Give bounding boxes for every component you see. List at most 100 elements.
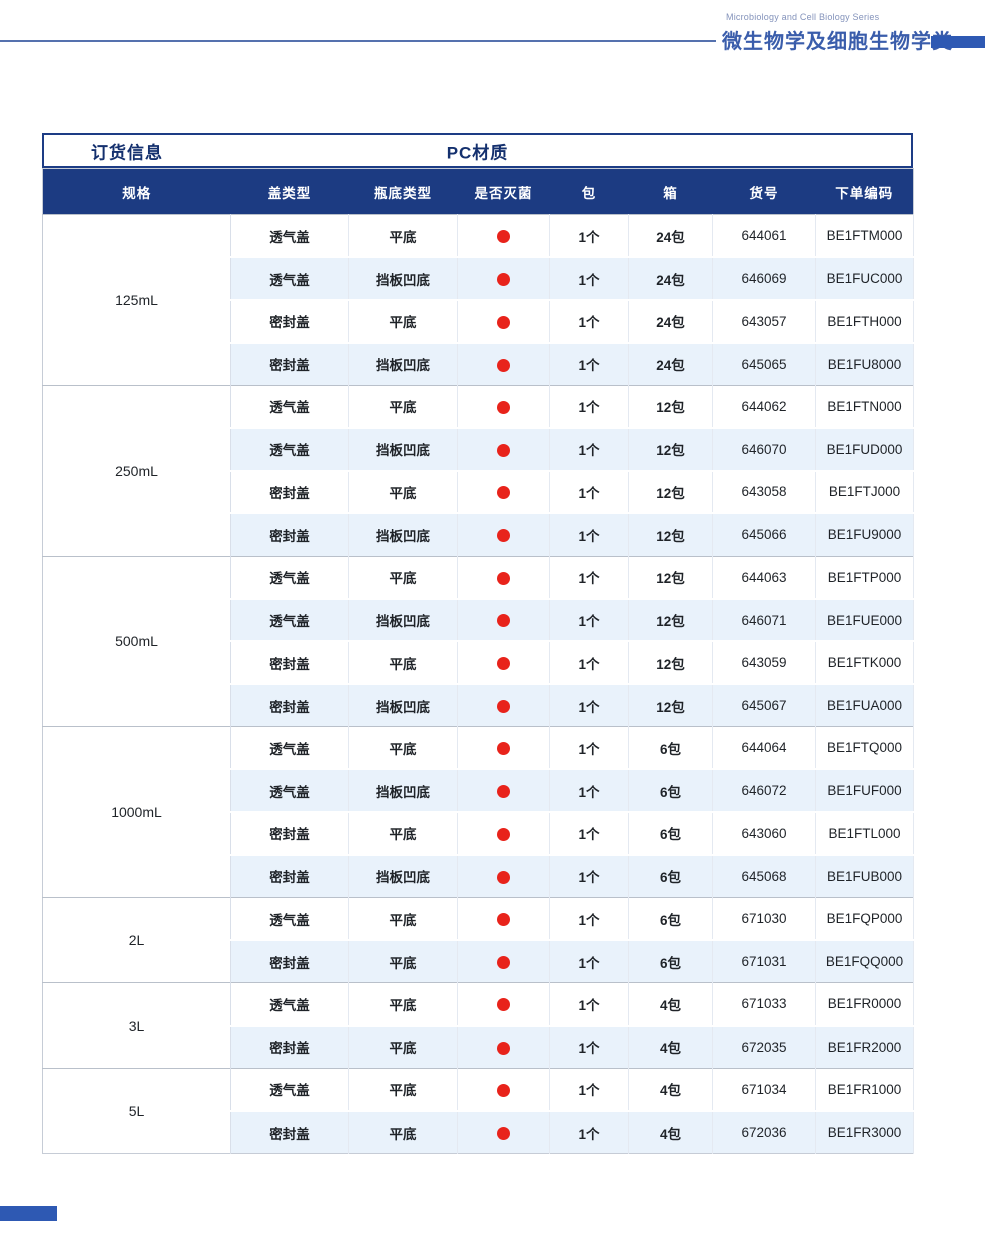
order-code-cell: BE1FR3000 xyxy=(815,1109,914,1154)
item-no-cell: 646070 xyxy=(712,426,816,471)
order-code-cell: BE1FUA000 xyxy=(815,683,914,727)
spec-cell: 3L xyxy=(42,982,231,1069)
pack-cell: 1个 xyxy=(549,1109,629,1154)
order-code-cell: BE1FUF000 xyxy=(815,768,914,813)
sterilized-dot-icon xyxy=(497,571,510,585)
sterile-cell xyxy=(457,1067,550,1111)
table-row: 5L 透气盖 平底 1个 4包 671034 BE1FR1000 xyxy=(42,1067,914,1154)
bottom-type-cell: 挡板凹底 xyxy=(348,597,458,642)
pack-cell: 1个 xyxy=(549,853,629,898)
sterilized-dot-icon xyxy=(497,358,510,372)
bottom-type-cell: 平底 xyxy=(348,982,458,1026)
sterilized-dot-icon xyxy=(497,956,510,970)
carton-cell: 6包 xyxy=(628,939,713,983)
sterilized-dot-icon xyxy=(497,400,510,414)
sterilized-dot-icon xyxy=(497,742,510,756)
header-rule-line xyxy=(0,40,716,42)
bottom-type-cell: 平底 xyxy=(348,811,458,855)
carton-cell: 12包 xyxy=(628,640,713,685)
cap-type-cell: 透气盖 xyxy=(230,256,349,300)
cap-type-cell: 密封盖 xyxy=(230,341,349,386)
sterile-cell xyxy=(457,426,550,471)
sterile-cell xyxy=(457,1024,550,1069)
item-no-cell: 671034 xyxy=(712,1067,816,1111)
sterile-cell xyxy=(457,683,550,727)
item-no-cell: 646071 xyxy=(712,597,816,642)
spec-cell: 1000mL xyxy=(42,726,231,898)
sterilized-dot-icon xyxy=(497,529,510,543)
table-row: 1000mL 透气盖 平底 1个 6包 644064 BE1FTQ000 xyxy=(42,726,914,898)
cap-type-cell: 透气盖 xyxy=(230,597,349,642)
sterile-cell xyxy=(457,640,550,685)
cap-type-cell: 密封盖 xyxy=(230,853,349,898)
carton-cell: 4包 xyxy=(628,1109,713,1154)
pack-cell: 1个 xyxy=(549,426,629,471)
cap-type-cell: 透气盖 xyxy=(230,555,349,599)
order-code-cell: BE1FUB000 xyxy=(815,853,914,898)
col-header-order-code: 下单编码 xyxy=(815,168,914,215)
order-code-cell: BE1FTJ000 xyxy=(815,469,914,514)
series-subtitle: Microbiology and Cell Biology Series xyxy=(726,12,880,22)
cap-type-cell: 透气盖 xyxy=(230,426,349,471)
bottom-type-cell: 平底 xyxy=(348,640,458,685)
sterile-cell xyxy=(457,214,550,258)
order-table-body: 125mL 透气盖 平底 1个 24包 644061 BE1FTM000 透气盖 挡板凹底 1个 2… xyxy=(42,214,914,1154)
table-row: 密封盖 挡板凹底 1个 6包 645068 BE1FUB000 xyxy=(43,853,914,898)
sterilized-dot-icon xyxy=(497,614,510,628)
carton-cell: 12包 xyxy=(628,426,713,471)
cap-type-cell: 密封盖 xyxy=(230,811,349,855)
sterile-cell xyxy=(457,897,550,941)
sterilized-dot-icon xyxy=(497,315,510,329)
sterilized-dot-icon xyxy=(497,913,510,927)
item-no-cell: 672035 xyxy=(712,1024,816,1069)
carton-cell: 12包 xyxy=(628,683,713,727)
item-no-cell: 646069 xyxy=(712,256,816,300)
carton-cell: 24包 xyxy=(628,341,713,386)
item-no-cell: 671033 xyxy=(712,982,816,1026)
table-row: 密封盖 平底 1个 4包 672036 BE1FR3000 xyxy=(43,1109,914,1154)
pack-cell: 1个 xyxy=(549,811,629,855)
cap-type-cell: 透气盖 xyxy=(230,726,349,770)
bottom-type-cell: 平底 xyxy=(348,384,458,428)
sterile-cell xyxy=(457,768,550,813)
cap-type-cell: 透气盖 xyxy=(230,768,349,813)
sterilized-dot-icon xyxy=(497,1083,510,1097)
table-title-material: PC材质 xyxy=(446,143,509,162)
order-code-cell: BE1FTK000 xyxy=(815,640,914,685)
order-code-cell: BE1FR2000 xyxy=(815,1024,914,1069)
carton-cell: 4包 xyxy=(628,1024,713,1069)
sterilized-dot-icon xyxy=(497,1126,510,1140)
sterilized-dot-icon xyxy=(497,870,510,884)
table-title-row: 订货信息 PC材质 xyxy=(42,133,913,168)
pack-cell: 1个 xyxy=(549,597,629,642)
col-header-spec: 规格 xyxy=(42,168,231,215)
cap-type-cell: 透气盖 xyxy=(230,1067,349,1111)
order-code-cell: BE1FR1000 xyxy=(815,1067,914,1111)
cap-type-cell: 透气盖 xyxy=(230,214,349,258)
sterilized-dot-icon xyxy=(497,1041,510,1055)
cap-type-cell: 密封盖 xyxy=(230,1024,349,1069)
sterile-cell xyxy=(457,469,550,514)
pack-cell: 1个 xyxy=(549,726,629,770)
bottom-type-cell: 挡板凹底 xyxy=(348,341,458,386)
sterilized-dot-icon xyxy=(497,785,510,799)
table-row: 250mL 透气盖 平底 1个 12包 644062 BE1FTN000 xyxy=(42,384,914,556)
order-code-cell: BE1FTN000 xyxy=(815,384,914,428)
carton-cell: 4包 xyxy=(628,982,713,1026)
col-header-cap-type: 盖类型 xyxy=(230,168,349,215)
pack-cell: 1个 xyxy=(549,512,629,556)
table-row: 密封盖 平底 1个 24包 643057 BE1FTH000 xyxy=(43,298,914,343)
bottom-type-cell: 挡板凹底 xyxy=(348,426,458,471)
carton-cell: 24包 xyxy=(628,298,713,343)
item-no-cell: 645066 xyxy=(712,512,816,556)
header-accent-bar xyxy=(931,36,985,48)
bottom-type-cell: 平底 xyxy=(348,1109,458,1154)
item-no-cell: 644064 xyxy=(712,726,816,770)
order-code-cell: BE1FTP000 xyxy=(815,555,914,599)
pack-cell: 1个 xyxy=(549,256,629,300)
cap-type-cell: 密封盖 xyxy=(230,939,349,983)
pack-cell: 1个 xyxy=(549,683,629,727)
table-row: 透气盖 挡板凹底 1个 12包 646070 BE1FUD000 xyxy=(43,426,914,471)
cap-type-cell: 密封盖 xyxy=(230,512,349,556)
page-title: 微生物学及细胞生物学类 xyxy=(722,31,953,53)
